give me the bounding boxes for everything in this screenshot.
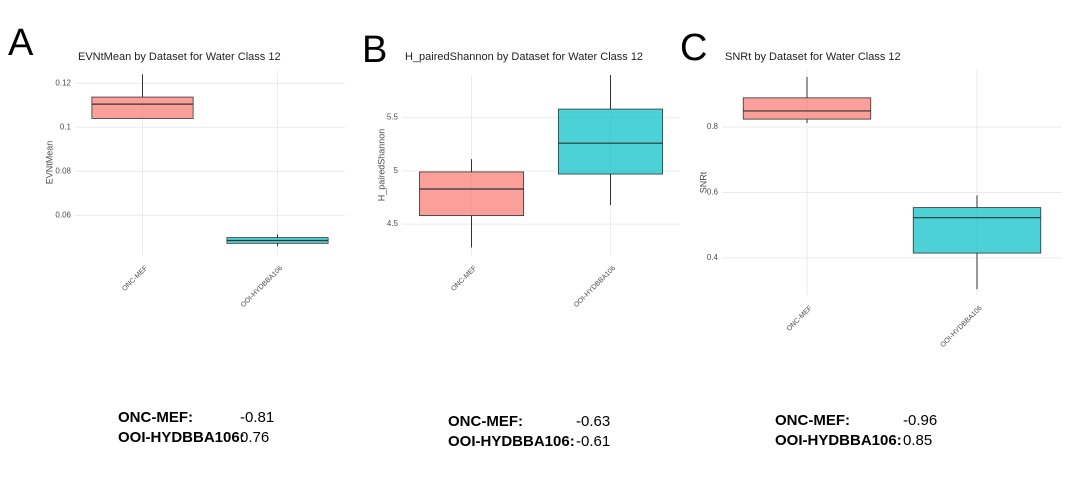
box	[91, 96, 194, 119]
chart-title: SNRt by Dataset for Water Class 12	[725, 51, 901, 63]
chart-title: H_pairedShannon by Dataset for Water Cla…	[405, 51, 643, 63]
y-tick-label: 5.5	[387, 113, 399, 122]
x-tick-label: OOI-HYDBBA106	[573, 265, 617, 309]
x-tick-label: ONC-MEF	[786, 305, 814, 333]
y-axis-label: SNRt	[698, 171, 708, 193]
x-tick-label: ONC-MEF	[121, 265, 149, 293]
annotation-value: -0.96	[903, 412, 937, 429]
y-tick-label: 5	[394, 166, 399, 175]
annotation-label: ONC-MEF:	[775, 412, 850, 429]
chart-title: EVNtMean by Dataset for Water Class 12	[78, 51, 281, 63]
y-tick-label: 0.08	[55, 166, 71, 175]
box	[557, 108, 664, 175]
panel-label: B	[362, 29, 387, 71]
x-tick-label: OOI-HYDBBA106	[240, 265, 284, 309]
annotation-label: ONC-MEF:	[448, 413, 523, 430]
y-tick-label: 0.1	[60, 122, 72, 131]
x-tick-label: ONC-MEF	[450, 265, 478, 293]
y-tick-label: 0.12	[55, 78, 71, 87]
box	[742, 97, 872, 120]
y-tick-label: 4.5	[387, 219, 399, 228]
y-axis-label: H_pairedShannon	[376, 129, 386, 202]
y-axis-label: EVNtMean	[44, 141, 54, 185]
annotation-label: OOI-HYDBBA106:	[118, 429, 245, 446]
annotation-value: -0.81	[240, 409, 274, 426]
annotation-label: OOI-HYDBBA106:	[775, 432, 902, 449]
annotation-value: -0.63	[576, 413, 610, 430]
y-tick-label: 0.4	[707, 253, 719, 262]
panel-label: C	[680, 27, 707, 69]
annotation-value: -0.61	[576, 433, 610, 450]
y-tick-label: 0.06	[55, 210, 71, 219]
annotation-label: OOI-HYDBBA106:	[448, 433, 575, 450]
annotation-value: 0.85	[903, 432, 932, 449]
panel-label: A	[8, 22, 34, 64]
annotation-value: 0.76	[240, 429, 269, 446]
y-tick-label: 0.6	[707, 188, 719, 197]
y-tick-label: 0.8	[707, 122, 719, 131]
x-tick-label: OOI-HYDBBA106	[939, 305, 983, 349]
annotation-label: ONC-MEF:	[118, 409, 193, 426]
box	[912, 207, 1042, 254]
box	[418, 171, 525, 216]
